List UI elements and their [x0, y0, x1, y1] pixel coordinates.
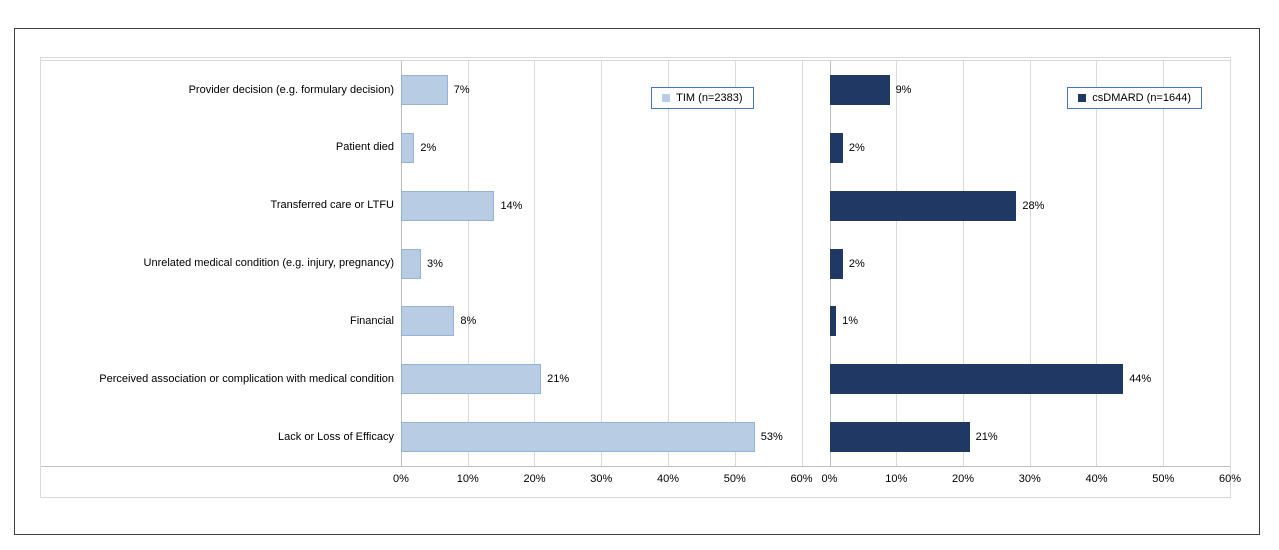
bar-value-label: 9%: [895, 83, 912, 96]
bar-value-label: 53%: [760, 431, 783, 444]
bar: [829, 132, 843, 163]
bar-value-label: 1%: [842, 315, 859, 328]
bar-row: 2%: [829, 119, 1231, 177]
csdmard-legend-swatch-icon: [1078, 94, 1087, 102]
x-tick-label: 30%: [1018, 473, 1041, 485]
bar-value-label: 21%: [547, 373, 570, 386]
csdmard-legend-label: csDMARD (n=1644): [1092, 92, 1191, 104]
category-labels-column: Provider decision (e.g. formulary decisi…: [41, 61, 401, 466]
x-tick-label: 50%: [723, 473, 746, 485]
x-tick-label: 20%: [951, 473, 974, 485]
bar-row: 2%: [401, 119, 802, 177]
tim-legend-swatch-icon: [662, 94, 671, 102]
x-tick-label: 60%: [1218, 473, 1242, 485]
bar: [829, 422, 970, 453]
bar: [829, 364, 1124, 395]
bar-value-label: 3%: [427, 257, 443, 270]
bar-row: 9%: [829, 61, 1231, 119]
bar-value-label: 14%: [500, 199, 523, 212]
bar-row: 21%: [829, 408, 1231, 466]
bar-row: 53%: [401, 408, 802, 466]
gridline: [534, 61, 536, 466]
bar: [401, 306, 455, 337]
bar: [401, 190, 495, 221]
gridline: [667, 61, 669, 466]
gridline: [467, 61, 469, 466]
category-label: Unrelated medical condition (e.g. injury…: [143, 257, 394, 270]
tim-legend: TIM (n=2383): [651, 87, 754, 109]
x-tick-label: 40%: [656, 473, 679, 485]
category-label: Financial: [349, 315, 394, 328]
category-label: Provider decision (e.g. formulary decisi…: [188, 83, 394, 96]
gridline: [734, 61, 736, 466]
x-tick-label: 0%: [393, 473, 409, 485]
grouped-bar-chart: Provider decision (e.g. formulary decisi…: [40, 57, 1241, 498]
bar: [829, 248, 843, 279]
bar: [401, 422, 755, 453]
gridline: [1029, 61, 1031, 466]
bar-row: 3%: [401, 235, 802, 293]
bar-row: 28%: [829, 177, 1231, 235]
tim-legend-label: TIM (n=2383): [676, 92, 743, 104]
bar-row: 21%: [401, 350, 802, 408]
bar: [401, 74, 448, 105]
bar-value-label: 28%: [1022, 199, 1045, 212]
csdmard-legend: csDMARD (n=1644): [1067, 87, 1202, 109]
gridline: [896, 61, 898, 466]
x-tick-label: 20%: [523, 473, 546, 485]
axis-spacer: [41, 467, 401, 497]
plot-area: Provider decision (e.g. formulary decisi…: [41, 60, 1231, 467]
category-label: Transferred care or LTFU: [270, 199, 394, 212]
bar-value-label: 8%: [460, 315, 477, 328]
category-label: Lack or Loss of Efficacy: [278, 430, 394, 443]
bar-row: 7%: [401, 61, 802, 119]
bar-row: 14%: [401, 177, 802, 235]
bar-value-label: 2%: [848, 257, 865, 270]
tim-panel: TIM (n=2383) 7% 2% 14% 3% 8% 21% 53%: [401, 61, 803, 466]
x-tick-label: 10%: [885, 473, 908, 485]
category-label: Perceived association or complication wi…: [99, 372, 394, 385]
gridline: [1163, 61, 1165, 466]
gridline: [601, 61, 603, 466]
bar-row: 44%: [829, 350, 1231, 408]
tim-x-axis: 0% 10% 20% 30% 40% 50% 60%: [393, 467, 812, 497]
x-tick-label: 0%: [821, 473, 838, 485]
bar-row: 2%: [829, 235, 1231, 293]
gridline: [962, 61, 964, 466]
x-axis-row: 0% 10% 20% 30% 40% 50% 60% 0% 10% 20% 30% 40% 50% 60…: [41, 467, 1241, 497]
gridline: [801, 61, 803, 466]
bar: [401, 248, 422, 279]
bar: [401, 364, 542, 395]
bar-value-label: 21%: [975, 431, 998, 444]
csdmard-panel: csDMARD (n=1644) 9% 2% 28% 2% 1% 44% 21%: [829, 61, 1231, 466]
gridline: [1096, 61, 1098, 466]
bar-row: 1%: [829, 292, 1231, 350]
bar: [401, 132, 415, 163]
bar: [829, 306, 837, 337]
panel-gap: [802, 61, 830, 466]
bar-value-label: 2%: [420, 141, 437, 154]
gridline: [1230, 61, 1231, 466]
x-tick-label: 10%: [456, 473, 479, 485]
figure-frame: Provider decision (e.g. formulary decisi…: [14, 28, 1260, 535]
bar-value-label: 2%: [848, 141, 865, 154]
bar: [829, 74, 890, 105]
bar: [829, 190, 1017, 221]
csdmard-x-axis: 0% 10% 20% 30% 40% 50% 60%: [822, 467, 1241, 497]
x-tick-label: 30%: [590, 473, 613, 485]
category-label: Patient died: [335, 141, 394, 154]
bar-value-label: 44%: [1129, 373, 1152, 386]
x-tick-label: 40%: [1085, 473, 1108, 485]
bar-row: 8%: [401, 292, 802, 350]
bar-value-label: 7%: [453, 83, 470, 96]
x-tick-label: 50%: [1152, 473, 1175, 485]
x-tick-label: 60%: [790, 473, 813, 485]
